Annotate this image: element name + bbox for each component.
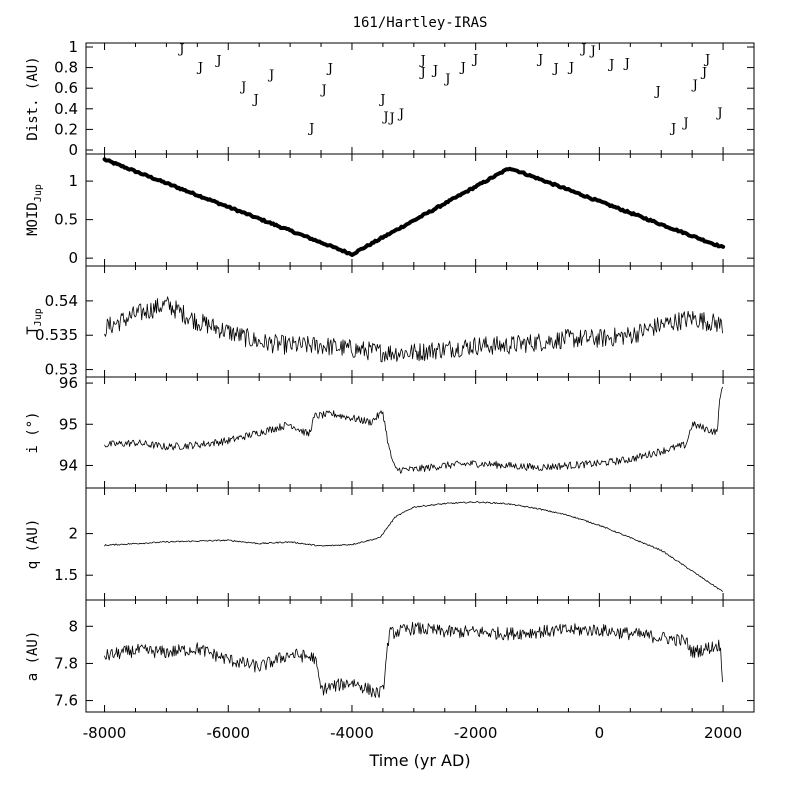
encounter-marker: J xyxy=(443,72,450,87)
encounter-marker: J xyxy=(691,78,698,93)
encounter-marker: J xyxy=(669,121,676,136)
y-tick-label: 8 xyxy=(68,617,78,635)
x-tick-label: -2000 xyxy=(454,724,498,742)
y-tick-label: 0.54 xyxy=(45,292,78,310)
y-tick-label: 0.2 xyxy=(54,120,78,138)
x-tick-label: -4000 xyxy=(330,724,374,742)
encounter-marker: J xyxy=(418,53,425,68)
encounter-marker: J xyxy=(700,66,707,81)
y-tick-label: 1.5 xyxy=(54,566,78,584)
encounter-marker: J xyxy=(536,52,543,67)
x-axis-label: Time (yr AD) xyxy=(368,751,470,770)
encounter-marker: J xyxy=(326,62,333,77)
encounter-marker: J xyxy=(251,93,258,108)
encounter-marker: J xyxy=(431,64,438,79)
panel-frame-a xyxy=(85,599,755,713)
chart-title: 161/Hartley-IRAS xyxy=(353,15,488,31)
encounter-marker: J xyxy=(579,42,586,57)
series-line-q xyxy=(104,501,723,592)
x-tick-label: -8000 xyxy=(83,724,127,742)
encounter-marker: J xyxy=(681,116,688,131)
series-line-incl xyxy=(104,386,723,474)
y-axis-label-moid: MOIDJup xyxy=(25,184,44,236)
y-tick-label: 0.5 xyxy=(54,211,78,229)
y-tick-label: 7.8 xyxy=(54,654,78,672)
y-tick-label: 0.8 xyxy=(54,59,78,77)
encounter-marker: J xyxy=(623,56,630,71)
y-tick-label: 0.6 xyxy=(54,79,78,97)
y-tick-label: 1 xyxy=(68,38,78,56)
panel-moid: 0 0.5 1 MOIDJup xyxy=(25,153,755,267)
y-axis-label-subscript: Jup xyxy=(33,308,44,326)
x-tick-label: -6000 xyxy=(206,724,250,742)
panel-frame-q xyxy=(85,487,755,601)
y-tick-label: 7.6 xyxy=(54,692,78,710)
encounter-marker: J xyxy=(214,53,221,68)
encounter-marker: J xyxy=(703,52,710,67)
encounter-marker: J xyxy=(320,83,327,98)
panel-frame-incl xyxy=(85,376,755,489)
encounter-marker: J xyxy=(418,66,425,81)
y-axis-label-dist: Dist. (AU) xyxy=(25,56,41,140)
panel-incl: 94 95 96 i (°) xyxy=(25,374,755,489)
encounter-marker: J xyxy=(459,61,466,76)
y-tick-label: 1 xyxy=(68,172,78,190)
encounter-marker: J xyxy=(589,44,596,59)
y-tick-label: 95 xyxy=(59,415,78,433)
series-line-a xyxy=(104,621,723,698)
y-tick-label: 0.53 xyxy=(45,361,78,379)
panel-frame-tjup xyxy=(85,265,755,378)
series-line-moid xyxy=(102,157,726,257)
y-axis-label-a: a (AU) xyxy=(25,631,41,682)
encounter-marker: J xyxy=(471,52,478,67)
y-tick-label: 0.4 xyxy=(54,100,78,118)
y-tick-label: 0.535 xyxy=(35,326,78,344)
encounter-marker: J xyxy=(196,61,203,76)
x-tick-label: 2000 xyxy=(704,724,742,742)
encounter-marker: J xyxy=(378,93,385,108)
y-axis-label-subscript: Jup xyxy=(33,184,44,202)
encounter-marker: J xyxy=(307,121,314,136)
x-tick-label: 0 xyxy=(595,724,605,742)
encounter-marker: J xyxy=(239,80,246,95)
encounter-marker: J xyxy=(567,61,574,76)
panel-a: 7.6 7.8 8 a (AU) xyxy=(25,599,755,713)
y-tick-label: 94 xyxy=(59,456,78,474)
encounter-marker: J xyxy=(177,42,184,57)
y-axis-label-incl: i (°) xyxy=(25,411,41,453)
encounter-marker: J xyxy=(388,111,395,126)
encounter-marker: J xyxy=(654,84,661,99)
encounter-marker: J xyxy=(381,110,388,125)
x-axis: -8000 -6000 -4000 -2000 0 2000 xyxy=(83,724,742,742)
encounter-marker: J xyxy=(551,62,558,77)
series-line-tjup xyxy=(104,296,723,363)
y-axis-label-q: q (AU) xyxy=(25,519,41,570)
panel-frame-moid xyxy=(85,153,755,267)
encounter-marker: J xyxy=(607,57,614,72)
encounter-marker: J xyxy=(715,106,722,121)
y-tick-label: 0 xyxy=(68,249,78,267)
y-tick-label: 2 xyxy=(68,525,78,543)
panel-q: 1.5 2 q (AU) xyxy=(25,487,755,601)
y-tick-label: 96 xyxy=(59,374,78,392)
encounter-marker: J xyxy=(267,68,274,83)
encounter-marker: J xyxy=(397,107,404,122)
y-tick-label: 0 xyxy=(68,141,78,159)
